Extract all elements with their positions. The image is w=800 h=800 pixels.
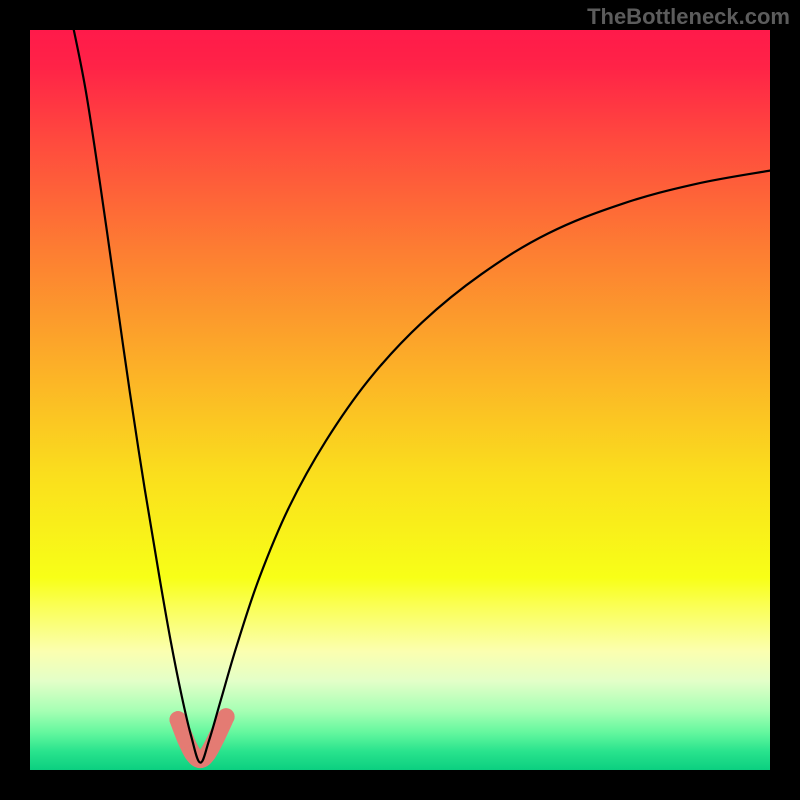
marker-dot <box>218 708 235 725</box>
chart-container: TheBottleneck.com <box>0 0 800 800</box>
bottleneck-chart <box>0 0 800 800</box>
watermark-text: TheBottleneck.com <box>587 4 790 30</box>
chart-background-gradient <box>30 30 770 770</box>
marker-dot <box>170 711 187 728</box>
